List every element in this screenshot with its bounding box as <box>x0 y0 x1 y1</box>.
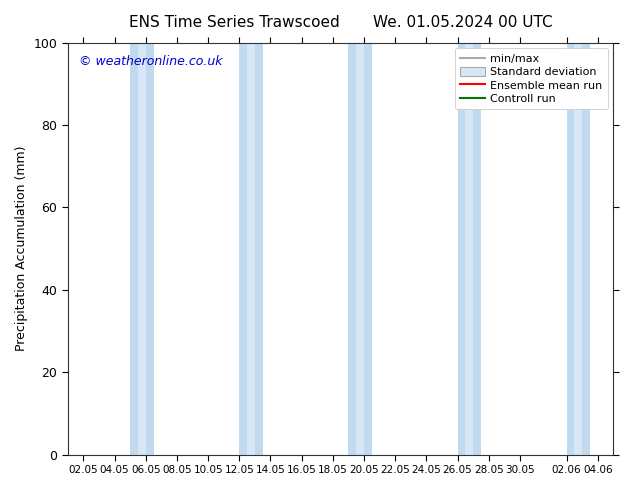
Bar <box>458 43 481 455</box>
Bar <box>130 43 153 455</box>
Text: ENS Time Series Trawscoed: ENS Time Series Trawscoed <box>129 15 340 30</box>
Text: © weatheronline.co.uk: © weatheronline.co.uk <box>79 55 223 68</box>
Bar <box>130 43 138 455</box>
Bar <box>146 43 153 455</box>
Bar <box>349 43 372 455</box>
Bar <box>582 43 590 455</box>
Text: We. 01.05.2024 00 UTC: We. 01.05.2024 00 UTC <box>373 15 553 30</box>
Bar <box>567 43 590 455</box>
Bar <box>567 43 574 455</box>
Y-axis label: Precipitation Accumulation (mm): Precipitation Accumulation (mm) <box>15 146 28 351</box>
Bar <box>255 43 262 455</box>
Bar <box>239 43 262 455</box>
Bar <box>349 43 356 455</box>
Legend: min/max, Standard deviation, Ensemble mean run, Controll run: min/max, Standard deviation, Ensemble me… <box>455 48 608 109</box>
Bar <box>473 43 481 455</box>
Bar <box>364 43 372 455</box>
Bar <box>239 43 247 455</box>
Bar <box>458 43 465 455</box>
